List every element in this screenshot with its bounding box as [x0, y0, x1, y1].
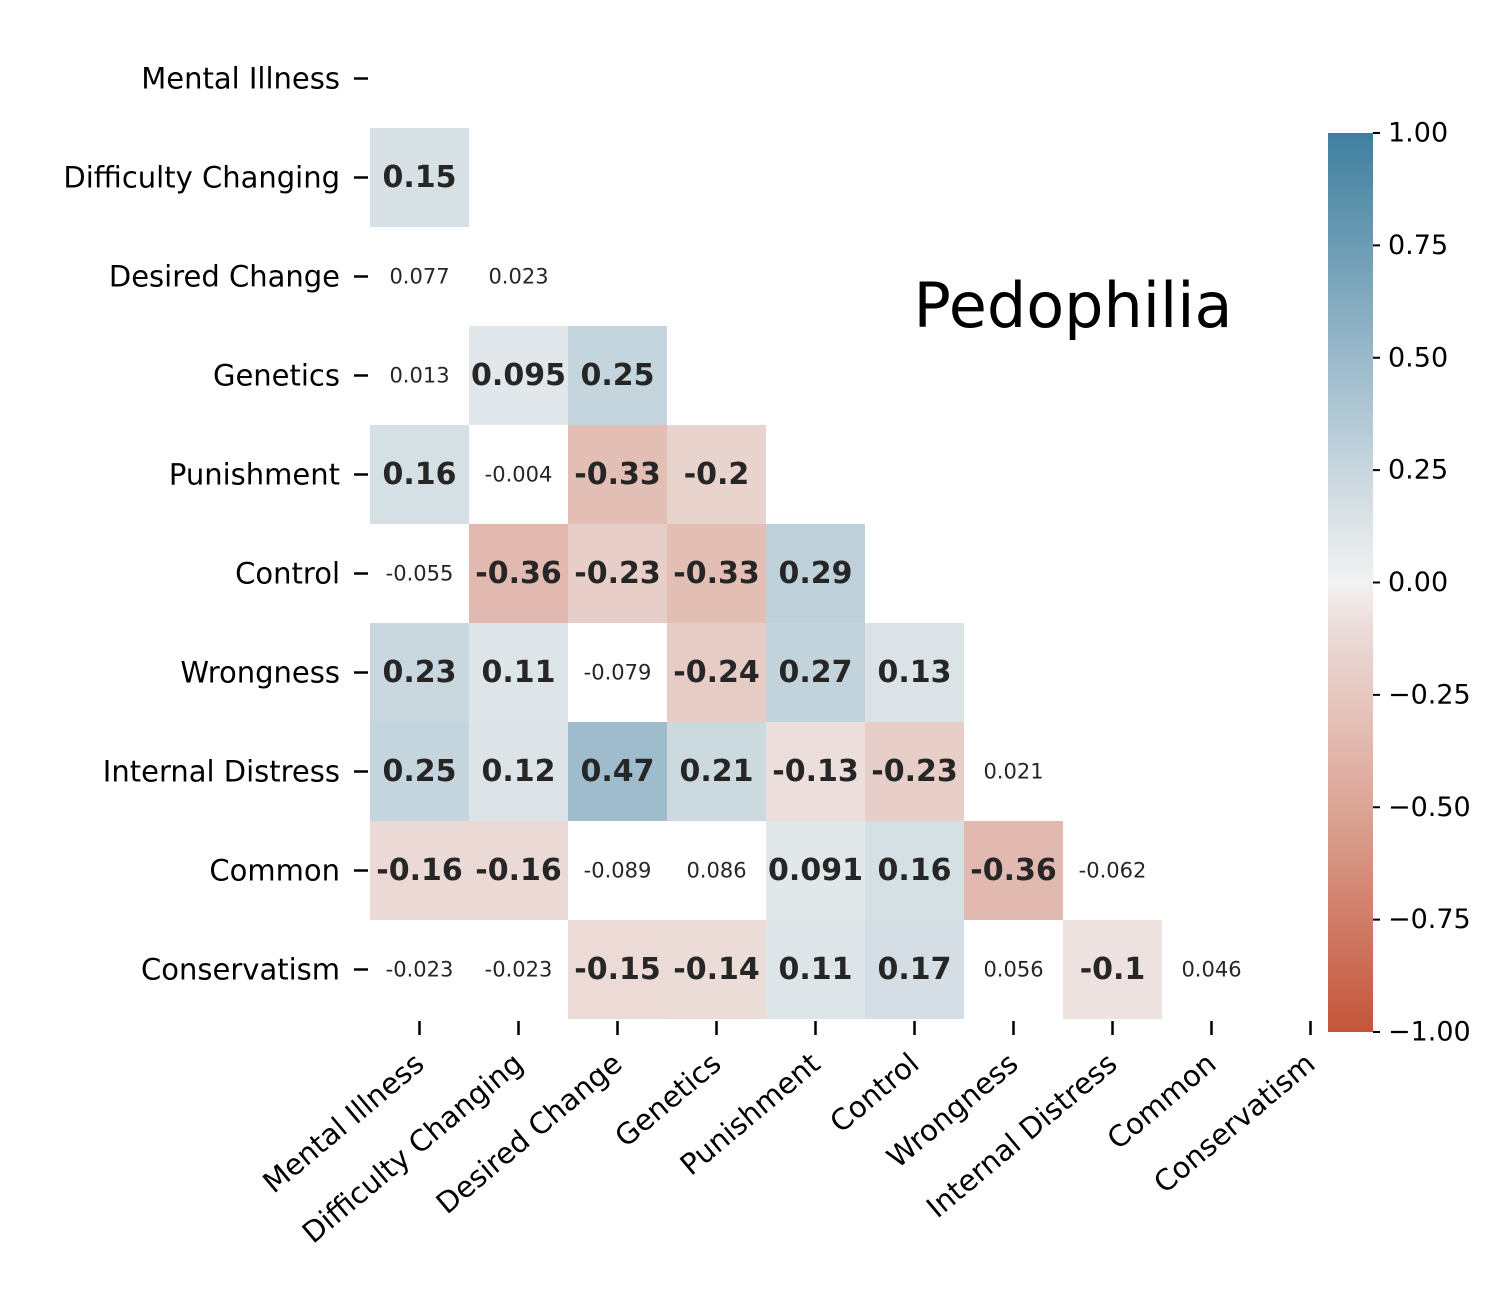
- heatmap-cell: [865, 623, 964, 722]
- y-tick-label: Punishment: [169, 458, 340, 492]
- cell-value-label: -0.33: [574, 457, 660, 492]
- heatmap-cell: [469, 524, 568, 623]
- y-tick-label: Genetics: [213, 359, 340, 393]
- heatmap-cell: [370, 623, 469, 722]
- cell-value-label: 0.16: [382, 457, 456, 492]
- colorbar-tick-label: −0.75: [1388, 904, 1471, 935]
- cell-value-label: -0.079: [584, 661, 652, 685]
- cell-value-label: -0.055: [386, 562, 454, 586]
- cell-value-label: 0.046: [1181, 958, 1241, 982]
- cell-value-label: 0.091: [768, 853, 863, 888]
- heatmap-cell: [865, 821, 964, 920]
- cell-value-label: -0.1: [1080, 952, 1146, 987]
- cell-value-label: -0.24: [673, 655, 759, 690]
- heatmap-cell: [370, 425, 469, 524]
- cell-value-label: -0.33: [673, 556, 759, 591]
- cell-value-label: 0.13: [877, 655, 951, 690]
- cell-value-label: 0.095: [471, 358, 566, 393]
- y-tick-label: Wrongness: [180, 656, 340, 690]
- heatmap-cell: [568, 326, 667, 425]
- cell-value-label: 0.12: [481, 754, 555, 789]
- y-tick-label: Internal Distress: [103, 755, 340, 789]
- chart-title: Pedophilia: [914, 269, 1233, 342]
- cell-value-label: 0.11: [778, 952, 852, 987]
- cell-value-label: -0.089: [584, 859, 652, 883]
- cell-value-label: -0.062: [1079, 859, 1147, 883]
- y-tick-label: Mental Illness: [141, 62, 340, 96]
- colorbar-tick-label: −1.00: [1388, 1017, 1471, 1048]
- cell-value-label: -0.16: [475, 853, 561, 888]
- cell-value-label: 0.17: [877, 952, 951, 987]
- heatmap-cell: [766, 821, 865, 920]
- cell-value-label: -0.2: [684, 457, 750, 492]
- cell-value-label: 0.086: [686, 859, 746, 883]
- colorbar: 1.00 0.75 0.50 0.25 0.00 −0.25 −0.50 −0.75 −1.00: [1328, 118, 1471, 1048]
- cell-value-label: -0.36: [475, 556, 561, 591]
- heatmap-cell: [766, 722, 865, 821]
- cell-value-label: -0.15: [574, 952, 660, 987]
- heatmap-cell: [766, 623, 865, 722]
- heatmap-cell: [568, 920, 667, 1019]
- cell-value-label: 0.11: [481, 655, 555, 690]
- heatmap-cell: [667, 920, 766, 1019]
- cell-value-label: 0.25: [382, 754, 456, 789]
- heatmap-cell: [766, 524, 865, 623]
- cell-value-label: -0.16: [376, 853, 462, 888]
- cell-value-label: 0.25: [580, 358, 654, 393]
- heatmap-cell: [667, 623, 766, 722]
- cell-value-label: 0.21: [679, 754, 753, 789]
- cell-value-label: 0.29: [778, 556, 852, 591]
- heatmap-cell: [469, 722, 568, 821]
- colorbar-tick-label: 0.50: [1388, 342, 1448, 373]
- cell-value-label: -0.23: [871, 754, 957, 789]
- colorbar-tick-label: 0.25: [1388, 455, 1448, 486]
- colorbar-tick-label: −0.25: [1388, 679, 1471, 710]
- heatmap-cell: [370, 821, 469, 920]
- colorbar-gradient: [1328, 133, 1373, 1032]
- heatmap-cell: [469, 623, 568, 722]
- heatmap-cell: [370, 722, 469, 821]
- cell-value-label: 0.16: [877, 853, 951, 888]
- colorbar-tick-label: −0.50: [1388, 792, 1471, 823]
- y-tick-label: Conservatism: [141, 953, 340, 987]
- y-tick-label: Control: [235, 557, 340, 591]
- heatmap-cell: [667, 425, 766, 524]
- cell-value-label: -0.023: [485, 958, 553, 982]
- heatmap-cell: [1063, 920, 1162, 1019]
- cell-value-label: 0.27: [778, 655, 852, 690]
- cell-value-label: 0.056: [983, 958, 1043, 982]
- heatmap-cell: [568, 722, 667, 821]
- heatmap-cell: [667, 722, 766, 821]
- cell-value-label: -0.36: [970, 853, 1056, 888]
- heatmap-cell: [865, 722, 964, 821]
- cell-value-label: -0.13: [772, 754, 858, 789]
- cell-value-label: 0.023: [488, 265, 548, 289]
- cell-value-label: 0.15: [382, 160, 456, 195]
- cell-value-label: 0.47: [580, 754, 654, 789]
- cell-value-label: -0.23: [574, 556, 660, 591]
- heatmap-cell: [766, 920, 865, 1019]
- heatmap-cell: [568, 425, 667, 524]
- cell-value-label: 0.013: [389, 364, 449, 388]
- heatmap-cell: [370, 128, 469, 227]
- heatmap-cell: [964, 821, 1063, 920]
- heatmap-cell: [469, 821, 568, 920]
- cell-value-label: -0.023: [386, 958, 454, 982]
- cell-value-label: 0.021: [983, 760, 1043, 784]
- cell-value-label: -0.004: [485, 463, 553, 487]
- y-tick-label: Difficulty Changing: [63, 161, 340, 195]
- colorbar-tick-label: 0.00: [1388, 567, 1448, 598]
- cell-value-label: 0.23: [382, 655, 456, 690]
- cell-value-label: 0.077: [389, 265, 449, 289]
- y-tick-label: Desired Change: [109, 260, 340, 294]
- heatmap-cell: [865, 920, 964, 1019]
- colorbar-tick-label: 0.75: [1388, 230, 1448, 261]
- colorbar-tick-label: 1.00: [1388, 118, 1448, 149]
- heatmap-cell: [568, 524, 667, 623]
- y-tick-label: Common: [209, 854, 340, 888]
- heatmap-cell: [667, 524, 766, 623]
- heatmap-cell: [469, 326, 568, 425]
- cell-value-label: -0.14: [673, 952, 759, 987]
